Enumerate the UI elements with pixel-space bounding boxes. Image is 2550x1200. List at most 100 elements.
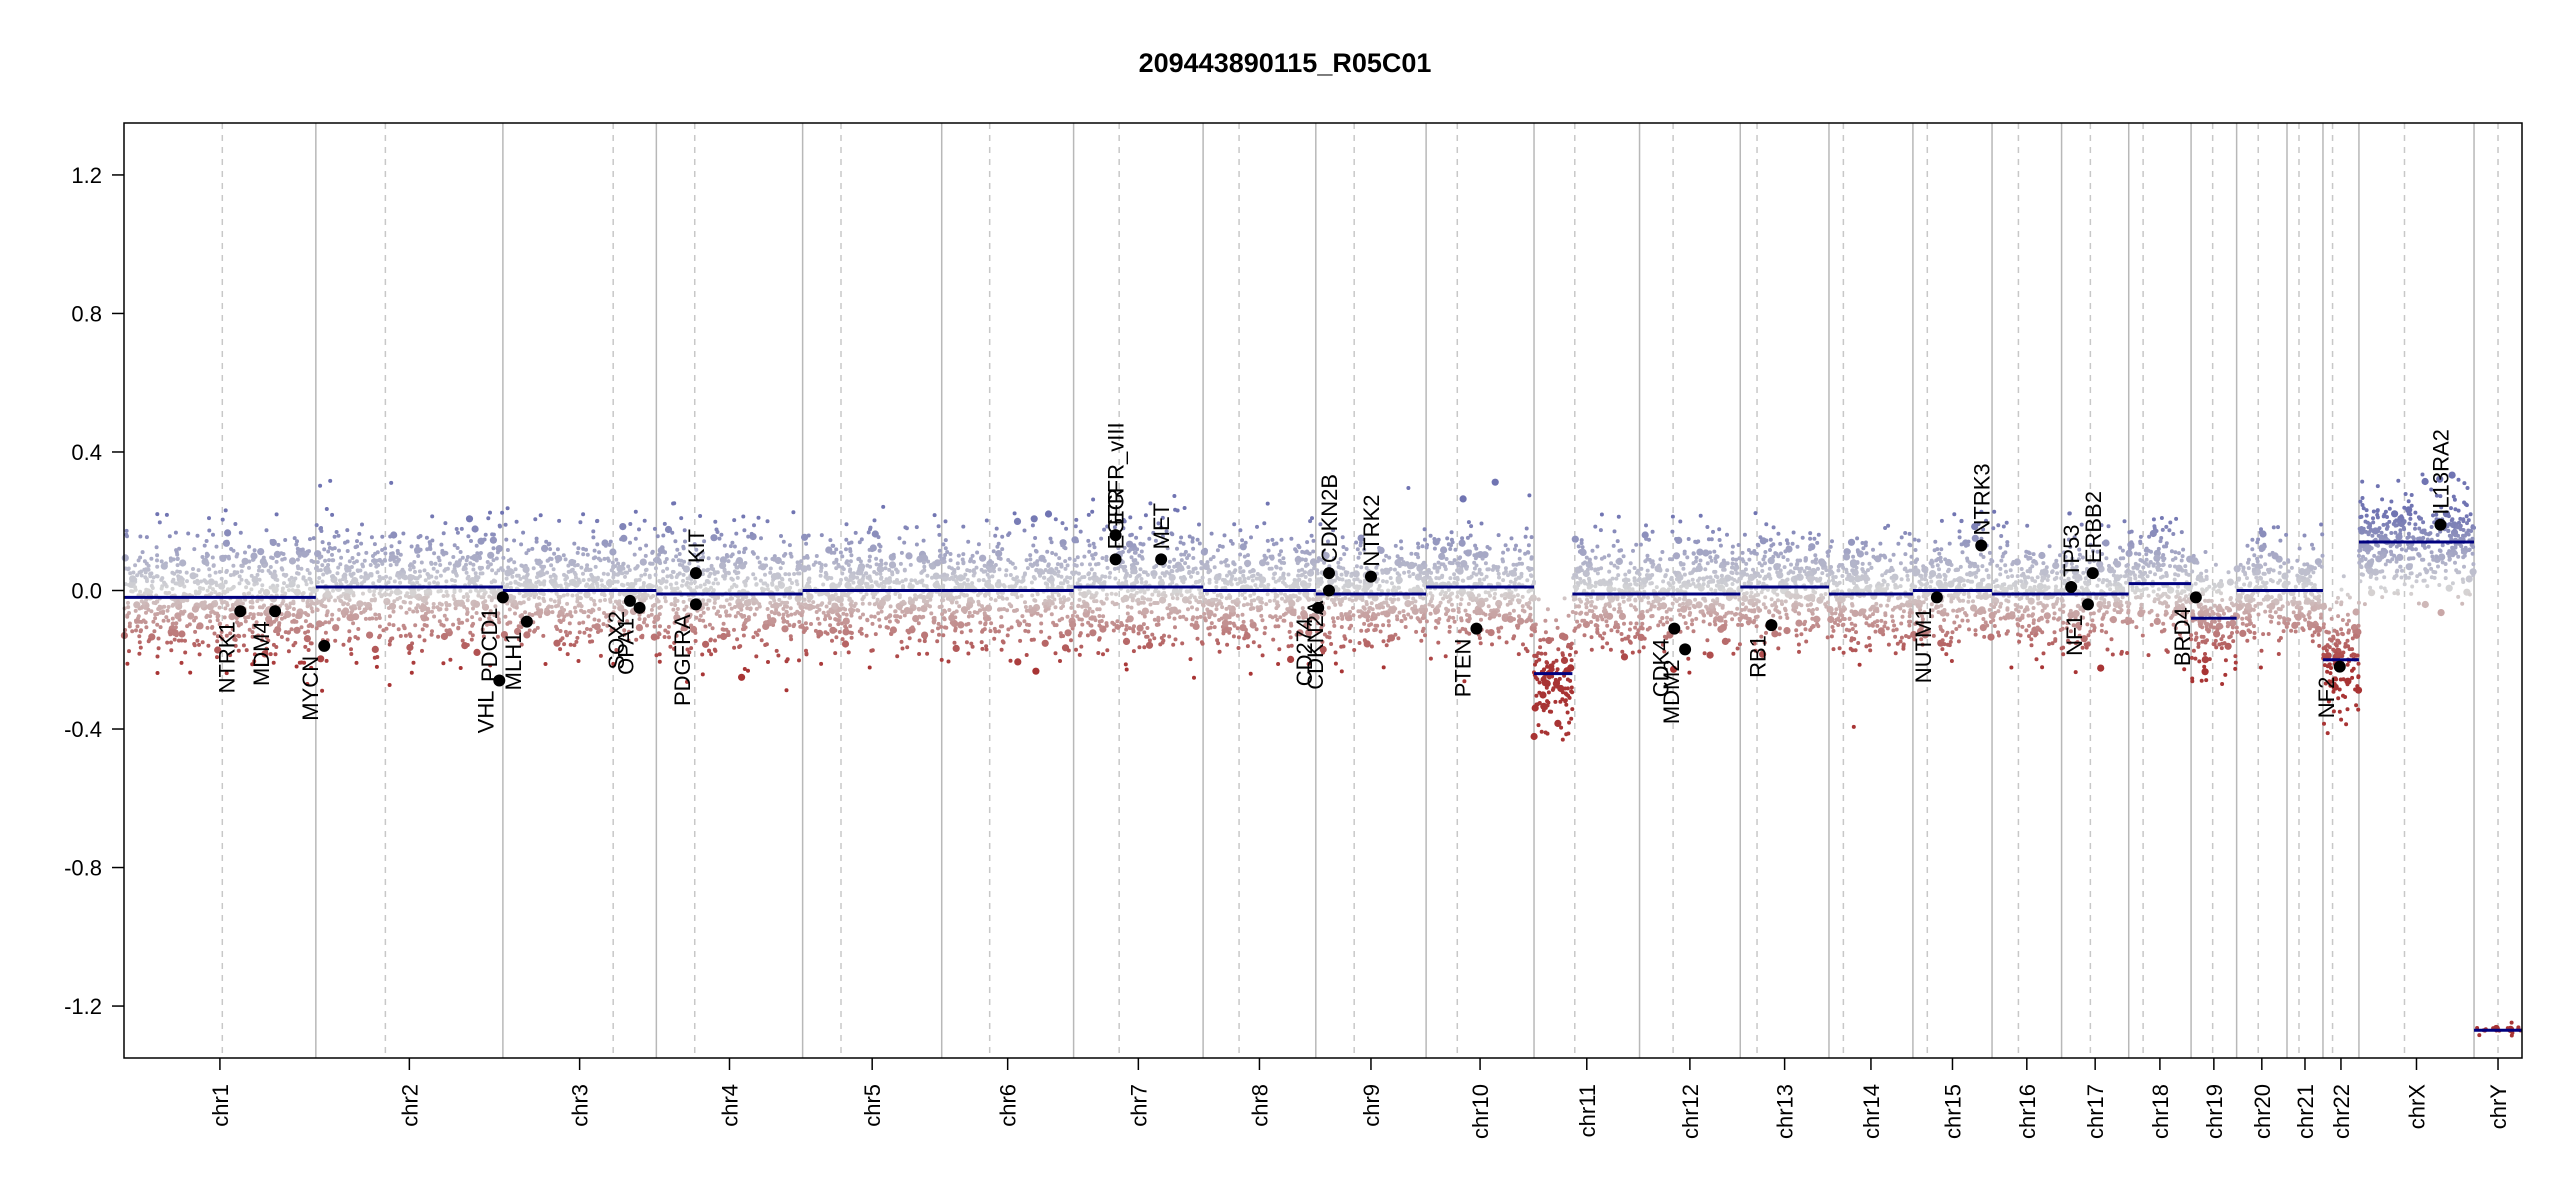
probe-point [345,539,350,544]
probe-point [441,661,446,666]
probe-point [596,575,600,580]
probe-point [782,553,786,558]
probe-point [1190,539,1195,544]
probe-point [807,566,812,571]
probe-point [949,620,954,625]
probe-point [261,650,269,658]
probe-point [487,551,495,559]
probe-point [542,582,546,587]
probe-point [504,576,509,581]
probe-point [959,630,964,635]
probe-point [1231,621,1236,626]
probe-point [1300,557,1305,562]
probe-point [205,561,210,566]
probe-point [1050,577,1055,581]
probe-point [438,573,443,578]
probe-point [643,572,647,577]
probe-point [464,592,469,597]
probe-point [1343,636,1348,641]
probe-point [1102,580,1107,585]
probe-point [476,593,481,598]
probe-point [327,620,332,625]
probe-point [317,555,322,560]
probe-point [285,610,289,615]
probe-point [967,568,972,573]
probe-point [303,578,308,583]
probe-point [1090,509,1095,514]
probe-point [465,607,470,612]
probe-point [573,609,578,614]
probe-point [1339,625,1344,629]
probe-point [1233,577,1238,582]
probe-point [909,608,914,613]
probe-point [829,626,837,634]
probe-point [1178,615,1183,620]
probe-point [728,544,733,549]
probe-point [559,605,564,610]
probe-point [707,598,712,603]
probe-point [330,558,335,563]
probe-point [255,599,260,604]
probe-point [617,592,622,597]
probe-point [350,556,355,560]
probe-point [834,584,839,589]
probe-point [556,614,561,618]
probe-point [1217,649,1222,654]
probe-point [262,588,271,597]
probe-point [307,576,312,581]
probe-point [386,580,391,585]
probe-point [884,616,889,621]
probe-point [1052,623,1057,628]
probe-point [330,612,335,617]
probe-point [811,600,816,605]
probe-point [1418,570,1423,575]
probe-point [155,574,160,579]
probe-point [1060,521,1065,526]
probe-point [941,598,946,603]
probe-point [355,568,360,573]
probe-point [1396,597,1401,602]
probe-point [746,617,751,622]
probe-point [781,606,786,611]
probe-point [1007,602,1012,607]
probe-point [562,572,566,577]
probe-point [698,514,703,518]
probe-point [336,617,341,622]
probe-point [233,643,238,648]
probe-point [356,552,361,557]
probe-point [742,614,747,618]
probe-point [1273,624,1278,629]
probe-point [873,632,878,637]
probe-point [915,580,919,585]
probe-point [864,633,869,638]
probe-point [722,604,726,609]
probe-point [466,534,471,539]
probe-point [454,571,458,576]
probe-point [1024,653,1029,657]
probe-point [338,562,343,567]
probe-point [451,569,456,574]
probe-point [633,536,638,541]
probe-point [1219,616,1224,621]
probe-point [928,604,932,609]
probe-point [458,588,463,593]
probe-point [922,564,927,569]
probe-point [227,556,231,561]
probe-point [496,568,501,573]
probe-point [160,576,165,581]
probe-point [353,635,358,639]
probe-point [213,570,218,575]
probe-point [1149,610,1154,615]
probe-point [1333,602,1338,607]
probe-point [1251,640,1256,645]
probe-point [665,566,670,571]
probe-point [420,648,424,653]
probe-point [205,625,210,630]
probe-point [1089,629,1097,637]
probe-point [369,573,374,578]
probe-point [867,574,872,579]
probe-point [149,556,154,561]
probe-point [732,518,737,523]
probe-point [283,591,288,596]
probe-point [489,536,497,544]
